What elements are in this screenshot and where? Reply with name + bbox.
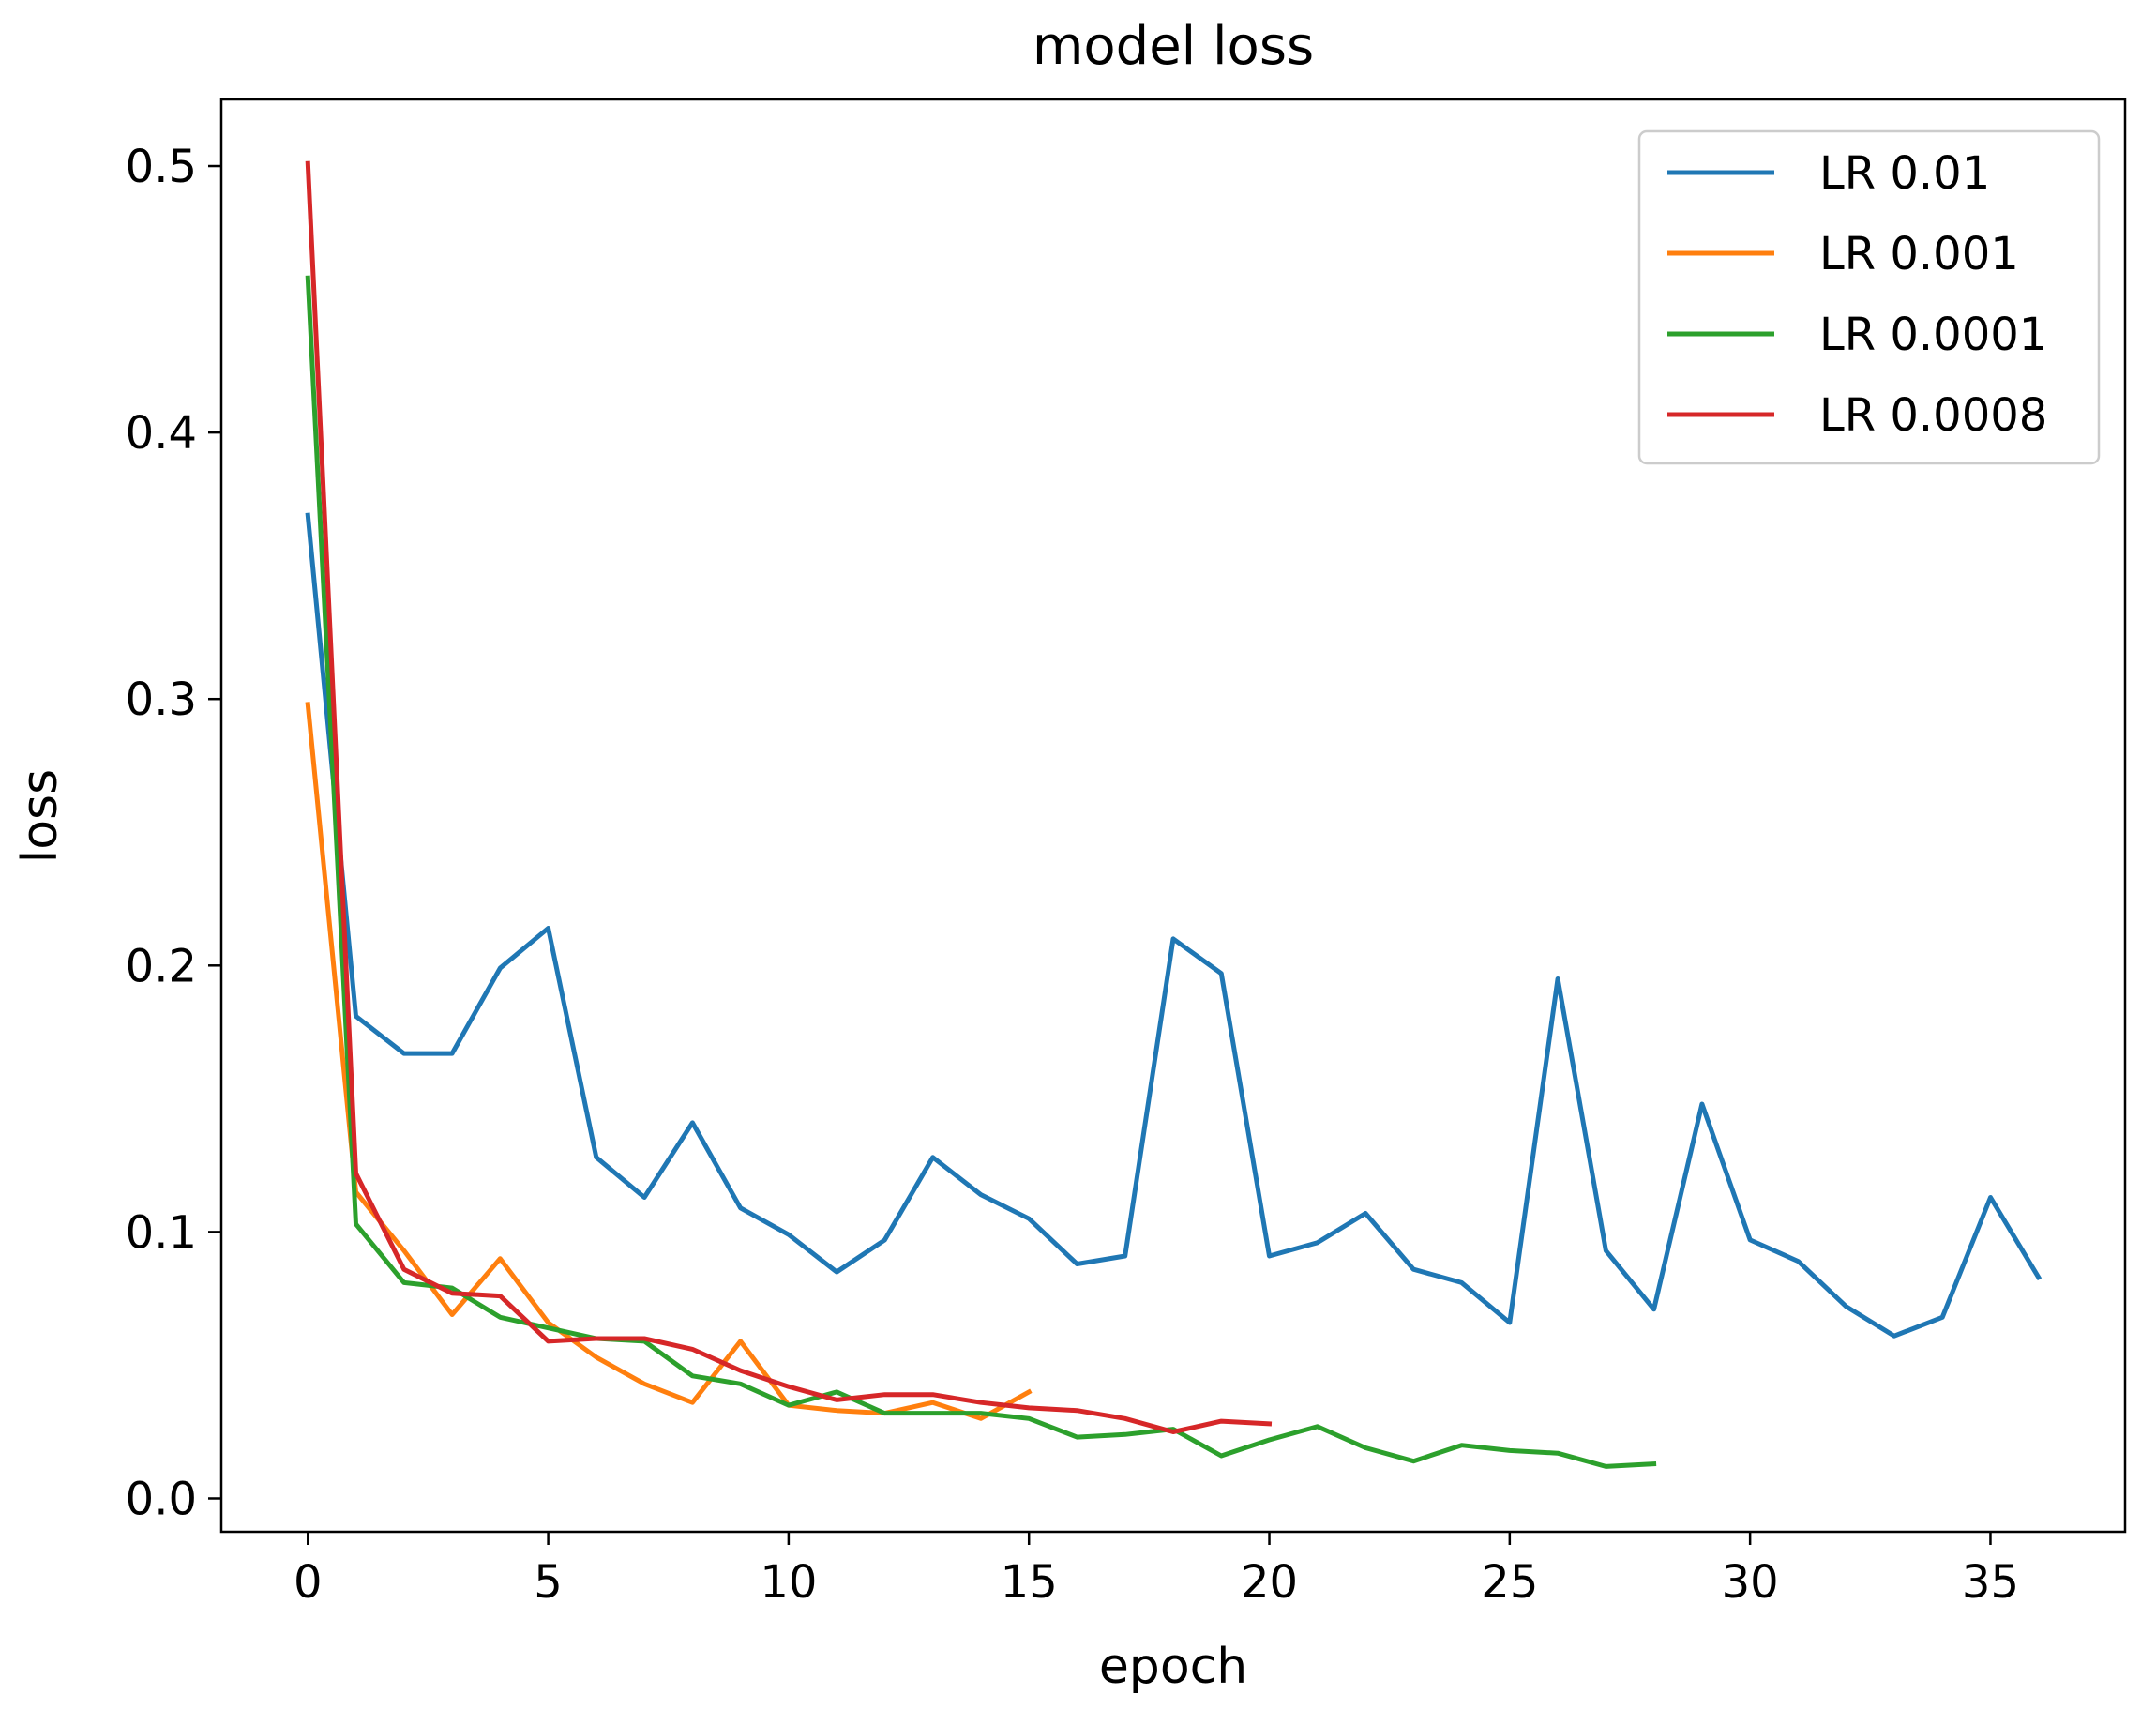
legend-label: LR 0.01 <box>1819 147 1990 200</box>
x-axis-ticks: 0 5 10 15 20 25 30 35 <box>294 1532 2019 1609</box>
y-tick-label: 0.3 <box>126 673 197 726</box>
x-tick-label: 5 <box>534 1556 563 1609</box>
x-tick-label: 25 <box>1481 1556 1538 1609</box>
legend-label: LR 0.001 <box>1819 228 2019 280</box>
series-line-0 <box>305 512 2043 1339</box>
x-tick-label: 10 <box>760 1556 817 1609</box>
series-line-3 <box>305 160 1273 1434</box>
y-tick-label: 0.1 <box>126 1206 197 1259</box>
y-tick-label: 0.5 <box>126 141 197 193</box>
legend-label: LR 0.0001 <box>1819 309 2047 361</box>
legend-box <box>1637 129 2101 465</box>
y-tick-label: 0.0 <box>126 1473 197 1525</box>
series-line-1 <box>305 702 1033 1421</box>
y-axis-label: loss <box>12 769 68 863</box>
y-tick-label: 0.4 <box>126 407 197 460</box>
x-tick-label: 30 <box>1722 1556 1779 1609</box>
x-tick-label: 0 <box>294 1556 323 1609</box>
legend-label: LR 0.0008 <box>1819 389 2047 442</box>
x-axis-label: epoch <box>1099 1639 1247 1695</box>
x-tick-label: 20 <box>1241 1556 1298 1609</box>
y-tick-label: 0.2 <box>126 940 197 992</box>
y-axis-ticks: 0.0 0.1 0.2 0.3 0.4 0.5 <box>126 141 221 1525</box>
plot-frame <box>219 98 2127 1534</box>
x-tick-label: 35 <box>1962 1556 2019 1609</box>
legend: LR 0.01 LR 0.001 LR 0.0001 LR 0.0008 <box>1637 129 2101 465</box>
series-line-2 <box>305 275 1657 1469</box>
x-tick-label: 15 <box>1001 1556 1058 1609</box>
series-layer <box>305 160 2043 1469</box>
chart-title: model loss <box>1033 16 1314 77</box>
legend-entries: LR 0.01 LR 0.001 LR 0.0001 LR 0.0008 <box>1667 147 2047 442</box>
